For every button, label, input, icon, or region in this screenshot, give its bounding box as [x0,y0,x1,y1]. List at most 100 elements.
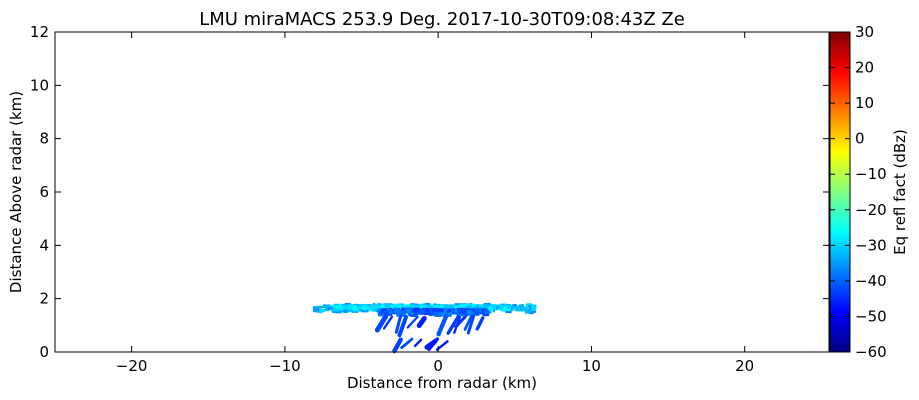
echo-cell [419,309,425,314]
echo-cell [377,308,382,314]
echo-cell [452,311,456,314]
echo-cell [313,306,319,309]
echo-cell [380,304,387,309]
colorbar-tick-label: −50 [855,307,887,325]
y-tick-label: 2 [39,290,49,308]
echo-cell [392,308,395,311]
echo-cell [401,310,407,314]
echo-streak [374,314,389,333]
echo-streak [416,315,427,329]
echo-cell [319,307,322,312]
echo-cell [441,309,448,313]
echo-cell [381,309,386,314]
echo-cell [520,308,524,311]
echo-cell [518,304,524,308]
y-tick-label: 10 [30,76,49,94]
echo-cell [463,308,467,312]
echo-cell [320,308,326,313]
echo-cell [400,307,407,311]
echo-cell [328,307,333,310]
echo-cell [325,307,330,312]
echo-cell [430,310,437,315]
echo-cell [393,308,399,312]
echo-cell [332,304,338,309]
echo-cell [379,311,383,315]
x-tick-label: −10 [269,357,301,375]
echo-streak [438,315,448,334]
echo-cell [500,306,508,310]
echo-cell [318,306,324,309]
echo-streak [406,315,419,329]
echo-cell [425,309,430,315]
x-tick-label: 0 [433,357,443,375]
echo-streak [394,313,403,334]
colorbar-axis: 30 20 10 0 −10 −20 −30 −40 −50 −60 [830,23,887,361]
echo-cell [387,304,391,308]
echo-streak [446,314,460,335]
echo-cell [439,312,446,316]
echo-cell [336,305,342,309]
echo-cell [392,306,398,310]
echo-cell [410,312,415,315]
echo-cell [408,305,413,308]
echo-cell [524,308,532,314]
echo-cell [482,303,489,308]
echo-streak [466,314,476,335]
echo-cell [330,308,338,312]
echo-cell [445,312,452,317]
x-axis: −20 −10 0 10 20 [116,32,754,375]
echo-cell [357,306,361,310]
echo-cell [466,305,472,310]
echo-streak [435,340,449,351]
echo-cell [452,308,455,311]
echo-cell [454,308,458,313]
echo-cell [411,305,415,308]
echo-cell [402,312,405,317]
echo-cell [478,304,486,309]
echo-cell [500,304,504,309]
colorbar-tick-label: 20 [855,59,874,77]
echo-cell [385,312,389,317]
echo-cell [490,306,493,312]
echo-cell [407,303,411,309]
echo-cell [343,304,350,307]
echo-cell [459,310,467,315]
echo-cell [370,304,378,310]
echo-cell [334,306,341,311]
echo-streak [427,337,439,352]
echo-streak [397,315,408,338]
echo-cell [497,306,501,311]
echo-cell [475,309,480,314]
echo-region-layer [377,307,491,317]
colorbar-tick-label: −10 [855,165,887,183]
echo-streak [400,337,414,350]
echo-cell [399,310,403,313]
echo-region-fallstreaks [392,337,449,354]
colorbar [829,31,851,353]
echo-cell [516,306,521,309]
echo-cell [358,307,363,312]
echo-cell [468,310,473,314]
echo-cell [437,308,444,313]
echo-cell [404,304,409,308]
echo-cell [514,308,520,311]
echo-cell [396,304,402,309]
echo-cell [512,304,517,307]
y-tick-label: 12 [30,23,49,41]
echo-streak [475,316,485,331]
echo-cell [412,304,418,308]
x-tick-label: −20 [116,357,148,375]
echo-cell [414,309,417,314]
echo-cell [483,309,488,314]
y-tick-label: 0 [39,343,49,361]
echo-cell [420,305,426,308]
echo-cell [432,307,438,312]
y-tick-label: 8 [39,130,49,148]
echo-cell [440,304,444,309]
y-axis: 0 2 4 6 8 10 12 [30,23,829,361]
echo-cell [325,304,331,310]
echo-cell [409,307,414,313]
x-tick-label: 10 [582,357,601,375]
echo-cell [322,304,326,308]
echo-cell [384,304,388,308]
